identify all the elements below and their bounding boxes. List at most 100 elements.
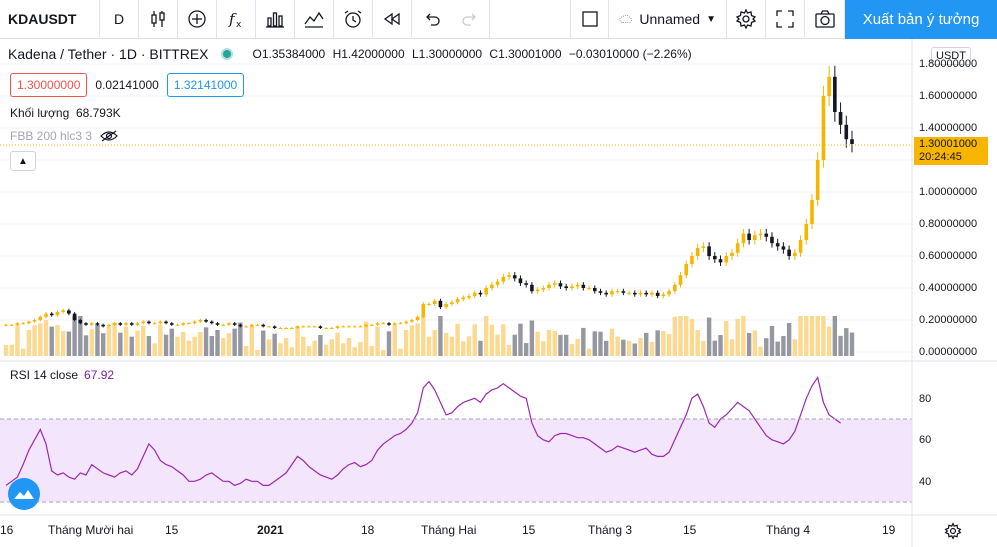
candle-body — [232, 323, 237, 325]
candles — [4, 65, 854, 329]
volume-bar — [529, 320, 535, 356]
high-value: H1.42000000 — [332, 47, 405, 61]
price-axis-label: 0.60000000 — [919, 250, 978, 262]
settings-gear-icon[interactable] — [944, 522, 962, 540]
price-chart[interactable] — [0, 39, 997, 547]
candle-body — [261, 324, 266, 327]
volume-legend[interactable]: Khối lượng 68.793K — [10, 106, 121, 120]
candle-body — [204, 320, 208, 322]
volume-bar — [249, 325, 254, 356]
rsi-line — [5, 376, 841, 487]
candle-body — [587, 288, 591, 289]
templates-icon[interactable] — [256, 0, 295, 39]
tradingview-logo-icon[interactable] — [8, 478, 40, 510]
candle-body — [135, 323, 140, 325]
volume-bar — [238, 322, 243, 356]
candle-body — [27, 321, 31, 324]
volume-bar — [666, 334, 672, 356]
volume-bar — [106, 327, 112, 356]
candle-body — [375, 323, 380, 325]
candle-body — [793, 252, 797, 256]
sell-price-button[interactable]: 1.30000000 — [10, 73, 88, 97]
time-axis-label: 15 — [683, 523, 697, 537]
candle-body — [541, 288, 546, 290]
volume-bar — [523, 343, 529, 356]
volume-bar — [758, 346, 763, 356]
candle-body — [564, 286, 568, 288]
snapshot-icon[interactable] — [805, 0, 845, 39]
candle-body — [198, 320, 203, 322]
candle-body — [655, 292, 660, 296]
volume-bar — [66, 331, 72, 356]
volume-bar — [415, 323, 420, 356]
toolbar-spacer — [490, 0, 570, 39]
layout-name-button[interactable]: Unnamed ▼ — [609, 0, 727, 39]
undo-icon[interactable] — [412, 0, 451, 39]
volume-bar — [369, 346, 375, 356]
collapse-legend-button[interactable]: ▲ — [10, 151, 36, 171]
hidden-eye-icon[interactable] — [100, 130, 118, 142]
symbol-search-button[interactable]: KDAUSDT — [0, 0, 100, 39]
volume-bar — [203, 327, 209, 356]
currency-button[interactable]: USDT — [931, 47, 971, 65]
volume-bar — [563, 334, 569, 356]
candle-body — [730, 252, 734, 256]
volume-bar — [358, 342, 363, 356]
cloud-icon — [619, 14, 632, 23]
volume-bar — [381, 350, 386, 356]
fullscreen-select-icon[interactable] — [570, 0, 609, 39]
candle-body — [787, 249, 791, 256]
volume-bar — [655, 330, 660, 356]
ohlc-values: O1.35384000 H1.42000000 L1.30000000 C1.3… — [253, 47, 696, 61]
candle-body — [89, 323, 94, 325]
volume-bar — [644, 332, 649, 356]
redo-icon[interactable] — [451, 0, 490, 39]
volume-bar — [32, 325, 37, 356]
candle-body — [735, 243, 740, 253]
volume-bar — [443, 332, 449, 356]
time-axis-label: Tháng Hai — [421, 523, 477, 537]
buy-price-button[interactable]: 1.32141000 — [166, 73, 245, 97]
compare-line-icon[interactable] — [295, 0, 334, 39]
replay-icon[interactable] — [373, 0, 412, 39]
candle-body — [724, 256, 729, 263]
candle-body — [38, 316, 43, 320]
fbb-legend[interactable]: FBB 200 hlc3 3 — [10, 129, 118, 143]
volume-bar — [83, 335, 89, 356]
volume-bar — [55, 325, 60, 356]
candles-icon[interactable] — [139, 0, 178, 39]
candle-body — [267, 326, 271, 328]
candle-body — [141, 321, 145, 324]
volume-bar — [832, 316, 838, 356]
candle-body — [741, 233, 746, 244]
fullscreen-icon[interactable] — [766, 0, 805, 39]
add-compare-icon[interactable] — [178, 0, 217, 39]
volume-bar — [546, 330, 552, 356]
alerts-icon[interactable] — [334, 0, 373, 39]
volume-bar — [512, 334, 517, 356]
candle-body — [615, 291, 620, 293]
candle-body — [661, 294, 666, 296]
volume-bar — [798, 316, 803, 356]
volume-bar — [626, 340, 632, 356]
candle-body — [490, 284, 494, 288]
volume-bar — [243, 346, 249, 356]
candle-body — [672, 284, 677, 292]
volume-bar — [38, 323, 43, 356]
volume-bar — [169, 328, 174, 356]
candle-body — [518, 278, 523, 284]
candle-body — [781, 246, 786, 250]
rsi-legend[interactable]: RSI 14 close 67.92 — [10, 368, 114, 382]
candle-body — [764, 233, 769, 237]
volume-bar — [335, 332, 340, 356]
series-title[interactable]: Kadena / Tether · 1D · BITTREX — [8, 46, 209, 62]
price-axis-label: 1.80000000 — [919, 58, 978, 70]
interval-button[interactable]: D — [100, 0, 139, 39]
candle-body — [370, 324, 374, 326]
settings-icon[interactable] — [727, 0, 766, 39]
volume-bar — [449, 336, 455, 356]
publish-idea-button[interactable]: Xuất bản ý tưởng — [845, 0, 997, 39]
price-axis-label: 1.40000000 — [919, 122, 978, 134]
